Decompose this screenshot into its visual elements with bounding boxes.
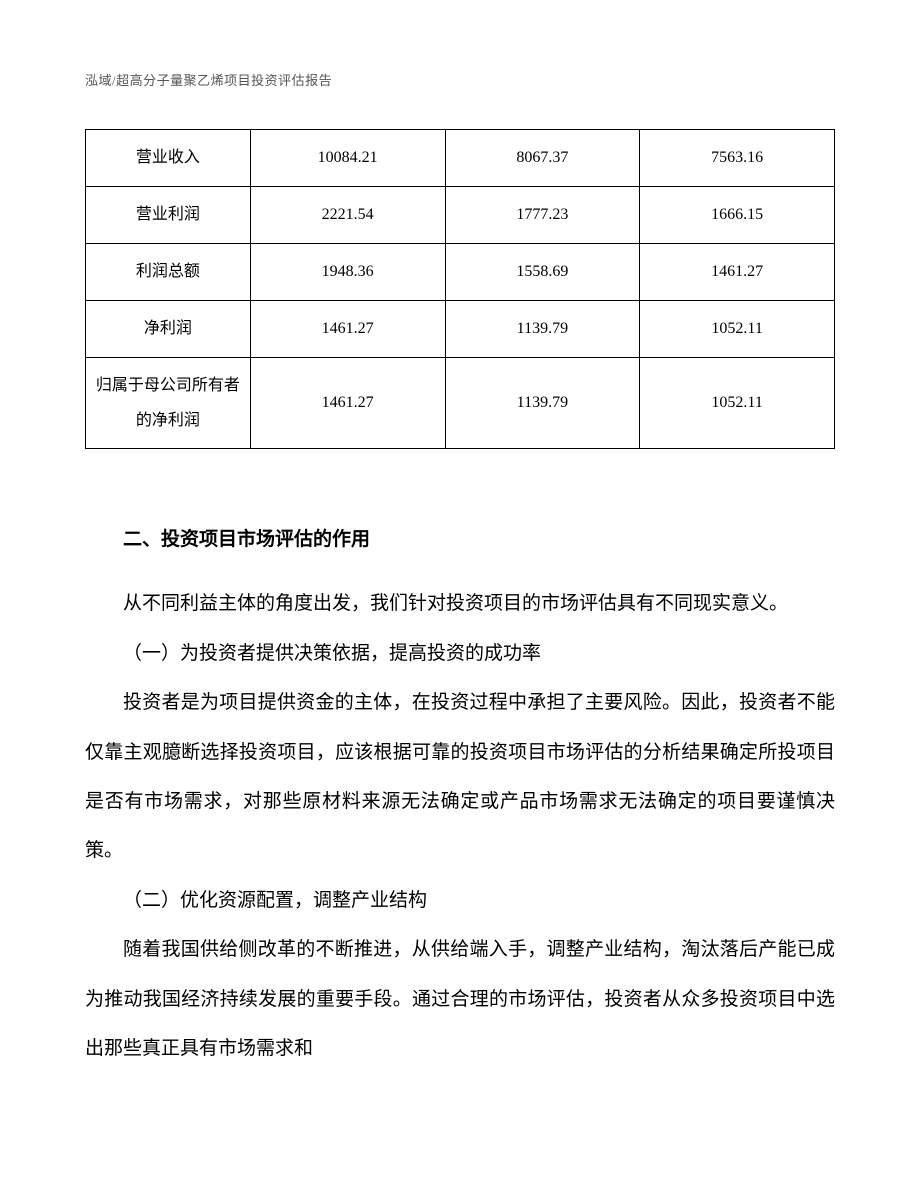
paragraph: 投资者是为项目提供资金的主体，在投资过程中承担了主要风险。因此，投资者不能仅靠主…	[85, 678, 835, 876]
subsection-title: （一）为投资者提供决策依据，提高投资的成功率	[85, 629, 835, 678]
row-label: 营业收入	[86, 130, 251, 187]
cell-value: 1139.79	[445, 358, 640, 449]
row-label: 归属于母公司所有者的净利润	[86, 358, 251, 449]
financial-table: 营业收入 10084.21 8067.37 7563.16 营业利润 2221.…	[85, 129, 835, 449]
cell-value: 7563.16	[640, 130, 835, 187]
cell-value: 1052.11	[640, 301, 835, 358]
cell-value: 1461.27	[640, 244, 835, 301]
paragraph: 随着我国供给侧改革的不断推进，从供给端入手，调整产业结构，淘汰落后产能已成为推动…	[85, 925, 835, 1073]
table-row: 营业收入 10084.21 8067.37 7563.16	[86, 130, 835, 187]
table-row: 净利润 1461.27 1139.79 1052.11	[86, 301, 835, 358]
subsection-title: （二）优化资源配置，调整产业结构	[85, 876, 835, 925]
row-label: 净利润	[86, 301, 251, 358]
table-row: 营业利润 2221.54 1777.23 1666.15	[86, 187, 835, 244]
section-title: 二、投资项目市场评估的作用	[85, 524, 835, 551]
cell-value: 1139.79	[445, 301, 640, 358]
cell-value: 1777.23	[445, 187, 640, 244]
cell-value: 1948.36	[250, 244, 445, 301]
row-label: 利润总额	[86, 244, 251, 301]
cell-value: 1052.11	[640, 358, 835, 449]
cell-value: 1666.15	[640, 187, 835, 244]
cell-value: 2221.54	[250, 187, 445, 244]
cell-value: 1558.69	[445, 244, 640, 301]
paragraph: 从不同利益主体的角度出发，我们针对投资项目的市场评估具有不同现实意义。	[85, 579, 835, 628]
table-row: 利润总额 1948.36 1558.69 1461.27	[86, 244, 835, 301]
table-row: 归属于母公司所有者的净利润 1461.27 1139.79 1052.11	[86, 358, 835, 449]
row-label: 营业利润	[86, 187, 251, 244]
document-header: 泓域/超高分子量聚乙烯项目投资评估报告	[85, 70, 835, 89]
cell-value: 8067.37	[445, 130, 640, 187]
cell-value: 10084.21	[250, 130, 445, 187]
cell-value: 1461.27	[250, 301, 445, 358]
cell-value: 1461.27	[250, 358, 445, 449]
